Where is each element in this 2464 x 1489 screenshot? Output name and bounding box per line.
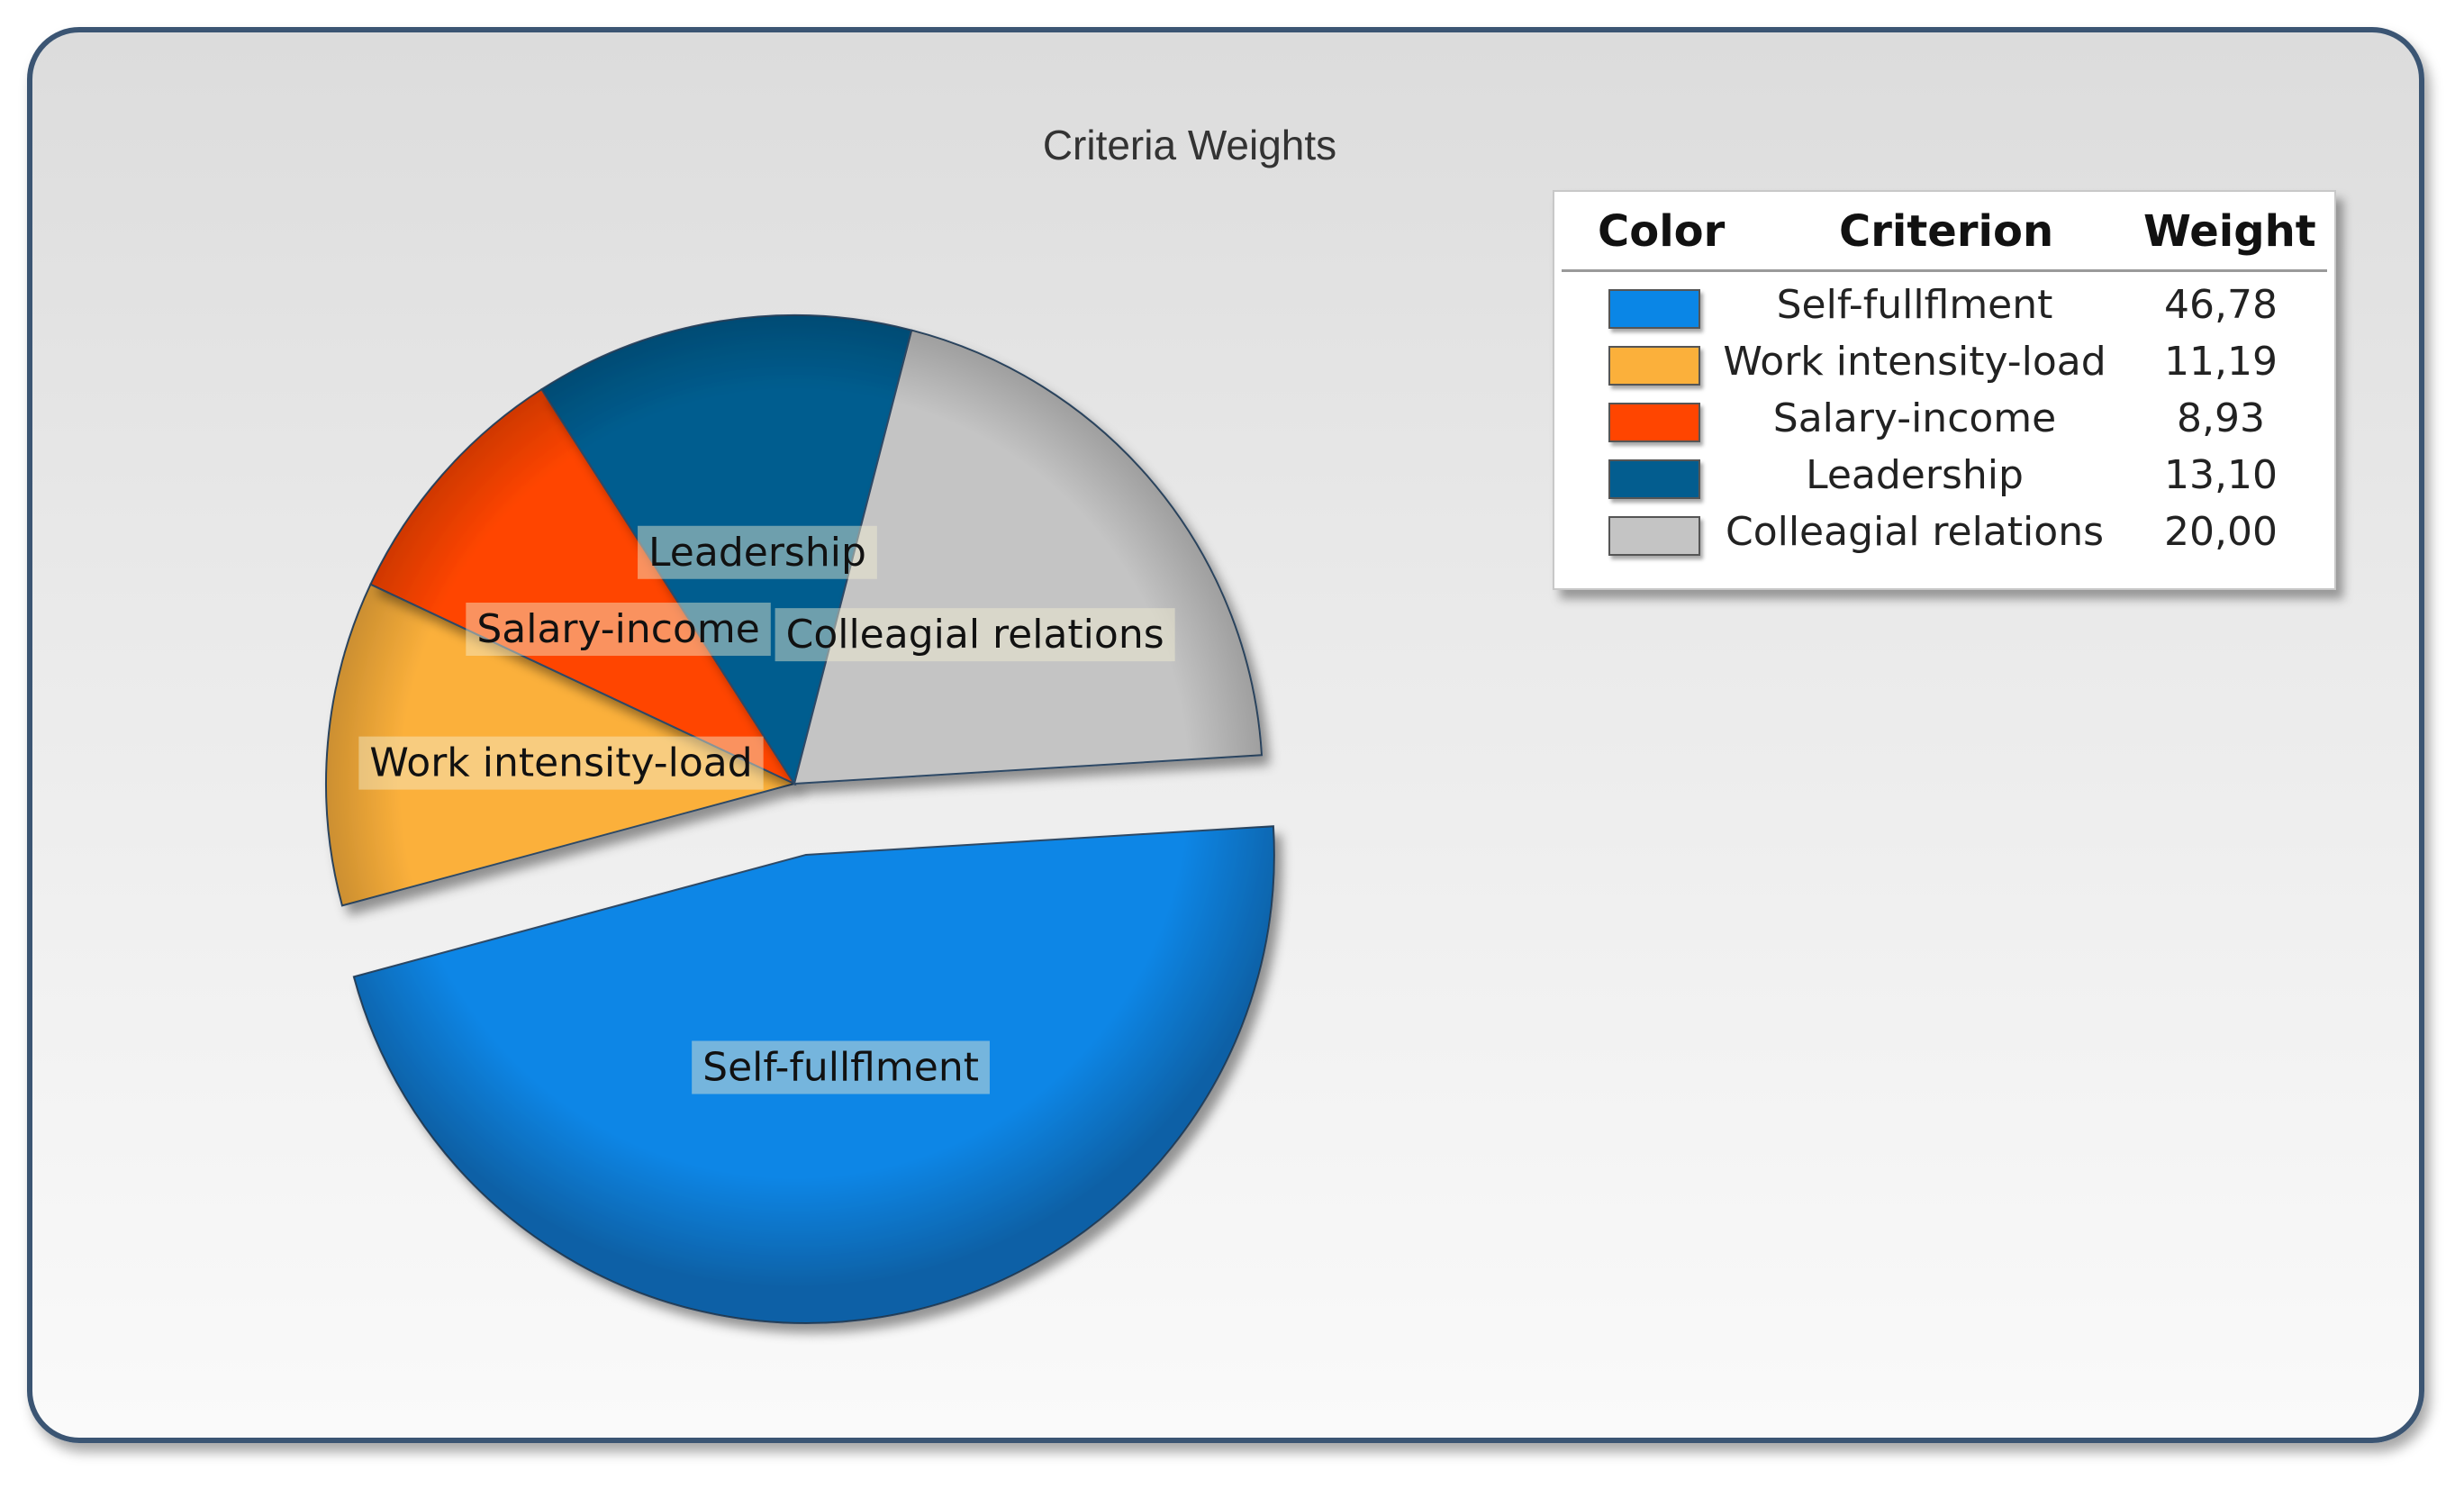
- pie-slice-shading: [326, 584, 794, 906]
- legend-swatch: [1608, 516, 1700, 556]
- legend-row-salary-income: Salary-income 8,93: [1554, 395, 2334, 451]
- slice-label-text: Work intensity-load: [369, 740, 752, 786]
- legend-swatch: [1608, 346, 1700, 386]
- pie-slice-shading: [541, 314, 912, 784]
- legend-swatch: [1608, 459, 1700, 499]
- chart-panel: Criteria Weights Self-fullflment Work int…: [27, 27, 2424, 1443]
- legend-row-self-fullflment: Self-fullflment 46,78: [1554, 282, 2334, 338]
- legend-swatch: [1608, 403, 1700, 442]
- legend-criterion: Salary-income: [1772, 395, 2057, 441]
- pie-slice-shading: [353, 826, 1274, 1323]
- legend-weight: 20,00: [2164, 509, 2278, 555]
- slice-label-text: Salary-income: [476, 606, 759, 652]
- slice-label-background: [692, 1040, 990, 1094]
- pie-slice-self-fullflment: [352, 825, 1275, 1324]
- legend-criterion: Work intensity-load: [1723, 339, 2106, 385]
- legend-divider: [1562, 269, 2327, 272]
- slice-label-colleagial-relations: Colleagial relations: [775, 608, 1175, 662]
- slice-label-work-intensity-load: Work intensity-load: [358, 736, 764, 790]
- slice-label-background: [466, 603, 771, 657]
- slice-label-salary-income: Salary-income: [466, 603, 771, 657]
- legend-weight: 11,19: [2164, 339, 2278, 385]
- pie-slice-shading: [370, 389, 794, 784]
- legend-header-criterion: Criterion: [1839, 206, 2054, 257]
- pie-slice-leadership: [539, 314, 913, 786]
- slice-label-text: Leadership: [648, 530, 866, 576]
- legend-swatch: [1608, 289, 1700, 329]
- legend-table: Color Criterion Weight Self-fullflment 46…: [1553, 190, 2336, 590]
- pie-slice-salary-income: [369, 387, 797, 786]
- legend-weight: 46,78: [2164, 282, 2278, 328]
- slice-label-background: [775, 608, 1175, 662]
- pie-slice-work-intensity-load: [325, 583, 797, 907]
- chart-title: Criteria Weights: [1042, 122, 1337, 168]
- legend-weight: 8,93: [2177, 395, 2265, 441]
- pie-chart: Self-fullflment Work intensity-load Salary…: [325, 314, 1275, 1324]
- slice-label-self-fullflment: Self-fullflment: [692, 1040, 990, 1094]
- legend-criterion: Leadership: [1806, 452, 2024, 498]
- legend-header-weight: Weight: [2143, 206, 2316, 257]
- slice-label-leadership: Leadership: [638, 525, 877, 579]
- legend-header-color: Color: [1598, 206, 1726, 257]
- legend-header: Color Criterion Weight: [1554, 206, 2334, 262]
- legend-weight: 13,10: [2164, 452, 2278, 498]
- pie-slice-colleagial-relations: [793, 329, 1264, 785]
- legend-criterion: Self-fullflment: [1776, 282, 2053, 328]
- pie-slice-shading: [794, 330, 1263, 784]
- slice-label-text: Self-fullflment: [702, 1045, 979, 1091]
- legend-criterion: Colleagial relations: [1725, 509, 2105, 555]
- slice-label-text: Colleagial relations: [786, 612, 1164, 658]
- legend-row-colleagial-relations: Colleagial relations 20,00: [1554, 509, 2334, 565]
- slice-label-background: [638, 525, 877, 579]
- slice-label-background: [358, 736, 764, 790]
- legend-row-work-intensity-load: Work intensity-load 11,19: [1554, 339, 2334, 395]
- legend-row-leadership: Leadership 13,10: [1554, 452, 2334, 508]
